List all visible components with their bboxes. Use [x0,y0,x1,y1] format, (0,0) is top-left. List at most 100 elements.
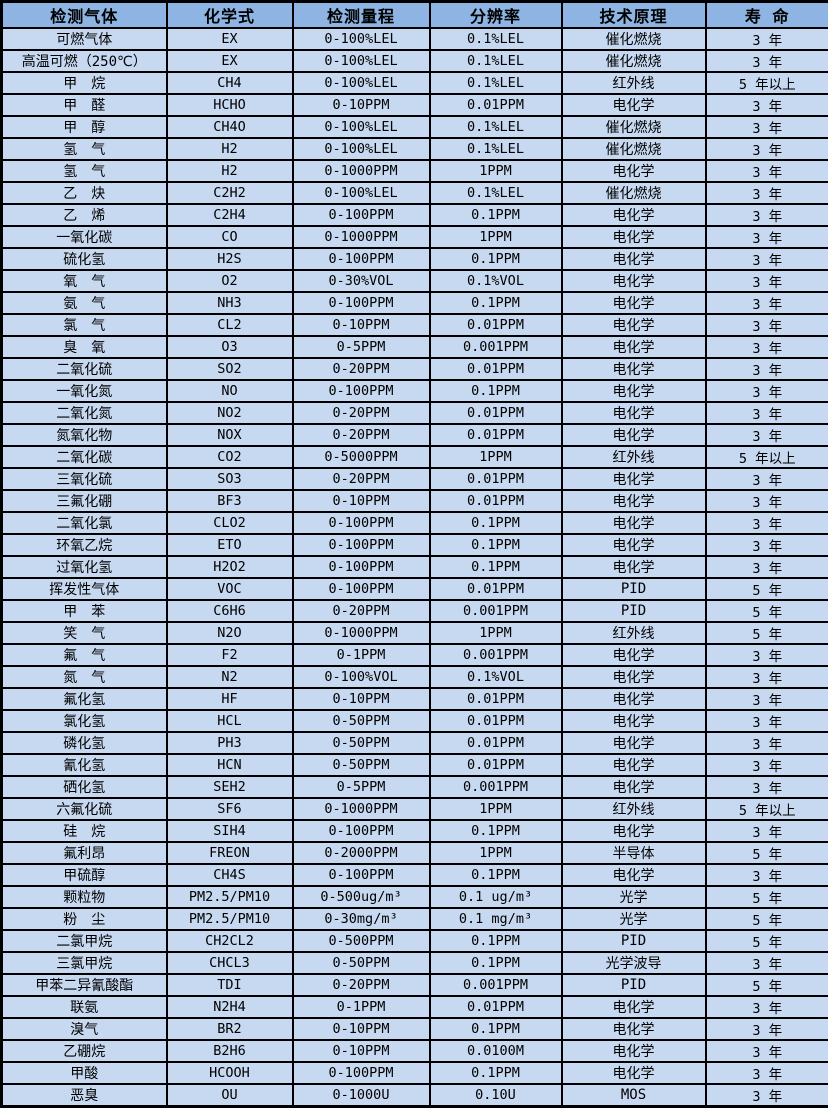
range-cell: 0-500ug/m³ [293,886,430,908]
principle-cell: 电化学 [562,1018,706,1040]
principle-cell: PID [562,578,706,600]
lifespan-cell: 3 年 [706,732,828,754]
principle-cell: 电化学 [562,314,706,336]
gas-name-cell: 一氧化碳 [2,226,167,248]
range-cell: 0-1000PPM [293,226,430,248]
lifespan-cell: 3 年 [706,50,828,72]
gas-name-cell: 乙 炔 [2,182,167,204]
principle-cell: 半导体 [562,842,706,864]
gas-name-cell: 六氟化硫 [2,798,167,820]
formula-cell: C2H4 [167,204,293,226]
lifespan-cell: 3 年 [706,402,828,424]
formula-cell: SF6 [167,798,293,820]
range-cell: 0-50PPM [293,952,430,974]
lifespan-cell: 3 年 [706,292,828,314]
principle-cell: 电化学 [562,1062,706,1084]
resolution-cell: 0.1PPM [430,1062,562,1084]
principle-cell: 电化学 [562,556,706,578]
lifespan-cell: 3 年 [706,314,828,336]
resolution-cell: 0.001PPM [430,600,562,622]
resolution-cell: 0.1%VOL [430,270,562,292]
principle-cell: 电化学 [562,336,706,358]
lifespan-cell: 5 年 [706,578,828,600]
gas-name-cell: 笑 气 [2,622,167,644]
gas-name-cell: 三氯甲烷 [2,952,167,974]
gas-name-cell: 高温可燃（250℃） [2,50,167,72]
lifespan-cell: 5 年 [706,600,828,622]
lifespan-cell: 5 年 [706,842,828,864]
gas-name-cell: 氧 气 [2,270,167,292]
resolution-cell: 0.1PPM [430,1018,562,1040]
gas-name-cell: 甲 醛 [2,94,167,116]
principle-cell: 电化学 [562,512,706,534]
formula-cell: CO2 [167,446,293,468]
resolution-cell: 0.1PPM [430,248,562,270]
range-cell: 0-20PPM [293,358,430,380]
range-cell: 0-20PPM [293,424,430,446]
resolution-cell: 1PPM [430,622,562,644]
formula-cell: H2 [167,160,293,182]
formula-cell: EX [167,28,293,50]
formula-cell: O3 [167,336,293,358]
formula-cell: CH4 [167,72,293,94]
principle-cell: 红外线 [562,446,706,468]
lifespan-cell: 3 年 [706,468,828,490]
formula-cell: TDI [167,974,293,996]
principle-cell: PID [562,930,706,952]
resolution-cell: 0.01PPM [430,578,562,600]
principle-cell: 电化学 [562,820,706,842]
resolution-cell: 0.01PPM [430,710,562,732]
principle-cell: 光学 [562,886,706,908]
resolution-cell: 0.01PPM [430,94,562,116]
gas-name-cell: 甲 醇 [2,116,167,138]
range-cell: 0-100PPM [293,578,430,600]
gas-name-cell: 一氧化氮 [2,380,167,402]
gas-name-cell: 甲硫醇 [2,864,167,886]
formula-cell: CO [167,226,293,248]
gas-name-cell: 硅 烷 [2,820,167,842]
resolution-cell: 0.01PPM [430,424,562,446]
resolution-cell: 1PPM [430,842,562,864]
principle-cell: PID [562,600,706,622]
resolution-cell: 0.1%VOL [430,666,562,688]
formula-cell: NH3 [167,292,293,314]
principle-cell: 电化学 [562,710,706,732]
range-cell: 0-5000PPM [293,446,430,468]
principle-cell: 电化学 [562,666,706,688]
principle-cell: 红外线 [562,622,706,644]
range-cell: 0-1PPM [293,996,430,1018]
formula-cell: HCL [167,710,293,732]
formula-cell: SEH2 [167,776,293,798]
resolution-cell: 0.1PPM [430,380,562,402]
range-cell: 0-30mg/m³ [293,908,430,930]
formula-cell: O2 [167,270,293,292]
resolution-cell: 0.001PPM [430,974,562,996]
formula-cell: PM2.5/PM10 [167,886,293,908]
gas-name-cell: 甲苯二异氰酸酯 [2,974,167,996]
principle-cell: 催化燃烧 [562,138,706,160]
lifespan-cell: 3 年 [706,204,828,226]
gas-name-cell: 环氧乙烷 [2,534,167,556]
resolution-cell: 0.10U [430,1084,562,1107]
